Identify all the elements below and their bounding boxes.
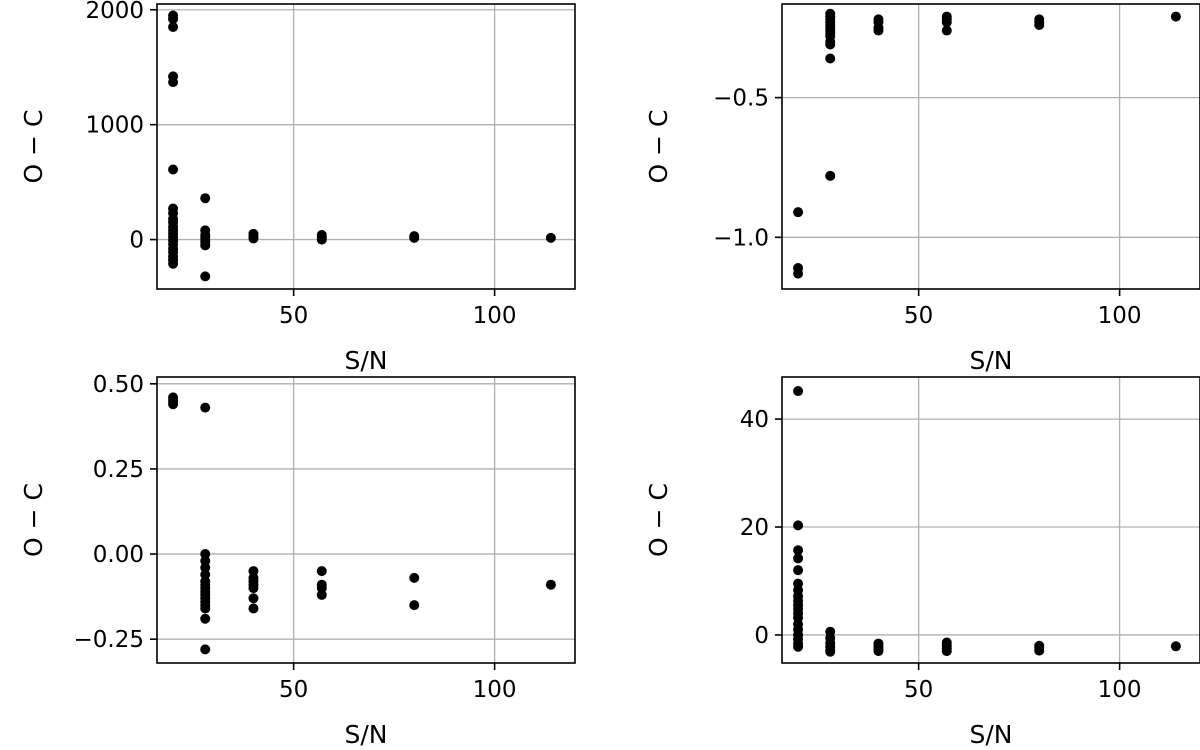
data-point (316, 566, 327, 577)
data-point (793, 553, 804, 564)
data-point (200, 402, 211, 413)
data-point (168, 13, 179, 24)
y-tick-label: 0 (754, 623, 769, 649)
data-point (941, 25, 952, 36)
data-point (793, 386, 804, 397)
data-point (248, 593, 259, 604)
data-point (168, 164, 179, 175)
y-tick-label: −0.5 (713, 86, 769, 112)
y-tick-label: 1000 (85, 113, 144, 139)
data-point (1170, 11, 1181, 22)
data-point (248, 583, 259, 594)
x-tick-label: 50 (904, 677, 933, 703)
data-point (825, 39, 836, 50)
data-point (200, 603, 211, 614)
data-point (873, 646, 884, 657)
plot-frame (156, 3, 576, 290)
data-point (1034, 19, 1045, 30)
y-tick-label: −0.25 (74, 627, 144, 653)
y-axis-label: O − C (19, 483, 48, 557)
data-point (168, 258, 179, 269)
data-point (545, 579, 556, 590)
x-tick-label: 100 (473, 677, 517, 703)
data-point (168, 21, 179, 32)
data-point (825, 53, 836, 64)
data-point (545, 232, 556, 243)
data-point (409, 572, 420, 583)
y-tick-label: 2000 (85, 0, 144, 24)
data-point (168, 77, 179, 88)
data-point (168, 399, 179, 410)
data-point (200, 644, 211, 655)
y-axis-label: O − C (644, 110, 673, 184)
y-tick-label: −1.0 (713, 225, 769, 251)
y-tick-label: 20 (740, 515, 769, 541)
data-point (316, 234, 327, 245)
data-point (793, 565, 804, 576)
x-axis-label: S/N (345, 720, 388, 749)
data-point (825, 646, 836, 657)
data-point (793, 268, 804, 279)
chart-panel-bottom-right: 50 100 0 20 40 S/N O − C (644, 376, 1200, 749)
data-point (248, 603, 259, 614)
data-point (248, 233, 259, 244)
plot-frame (156, 376, 576, 664)
x-tick-label: 50 (904, 303, 933, 329)
y-axis-label: O − C (19, 110, 48, 184)
y-tick-label: 0.00 (93, 542, 144, 568)
x-tick-label: 50 (279, 677, 308, 703)
data-point (1034, 645, 1045, 656)
data-point (825, 170, 836, 181)
data-point (200, 613, 211, 624)
y-tick-label: 0.50 (93, 372, 144, 398)
x-tick-label: 100 (1098, 677, 1142, 703)
data-point (873, 25, 884, 36)
plot-frame (781, 376, 1200, 664)
data-point (409, 232, 420, 243)
x-tick-label: 50 (279, 303, 308, 329)
data-point (941, 17, 952, 28)
data-point (793, 207, 804, 218)
data-point (941, 646, 952, 657)
data-point (1170, 641, 1181, 652)
data-point (793, 641, 804, 652)
y-axis-label: O − C (644, 483, 673, 557)
data-point (793, 545, 804, 556)
chart-panel-top-right: 50 100 −1.0 −0.5 S/N O − C (644, 3, 1200, 375)
x-axis-label: S/N (970, 346, 1013, 375)
data-point (793, 520, 804, 531)
y-tick-label: 0 (129, 228, 144, 254)
x-axis-label: S/N (345, 346, 388, 375)
data-point (200, 271, 211, 282)
y-tick-label: 0.25 (93, 457, 144, 483)
data-point (200, 193, 211, 204)
x-tick-label: 100 (1098, 303, 1142, 329)
data-point (200, 240, 211, 251)
plot-frame (781, 3, 1200, 290)
y-tick-label: 40 (740, 407, 769, 433)
chart-panel-bottom-left: 50 100 −0.25 0.00 0.25 0.50 S/N O − C (19, 372, 576, 749)
data-point (316, 589, 327, 600)
x-axis-label: S/N (970, 720, 1013, 749)
x-tick-label: 100 (473, 303, 517, 329)
data-point (825, 11, 836, 22)
data-point (409, 600, 420, 611)
